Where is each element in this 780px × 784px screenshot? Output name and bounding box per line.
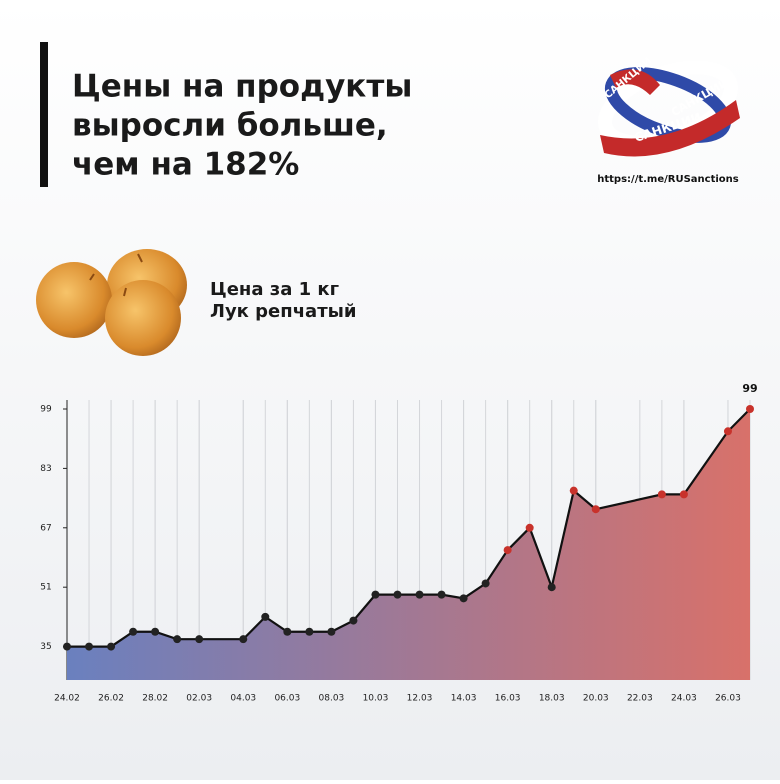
x-tick-label: 02.03 — [186, 694, 212, 704]
point — [746, 405, 754, 413]
point — [481, 579, 490, 588]
x-tick-label: 06.03 — [274, 694, 300, 704]
point — [679, 490, 688, 499]
area — [67, 409, 750, 680]
product-name: Лук репчатый — [210, 301, 357, 322]
onion-image — [36, 249, 187, 356]
title-line: чем на 182% — [72, 147, 299, 183]
point — [591, 505, 600, 514]
title-line: Цены на продукты — [72, 69, 412, 105]
y-tick-label: 83 — [40, 464, 51, 474]
y-tick-label: 99 — [40, 405, 52, 415]
point — [195, 635, 204, 644]
point — [305, 627, 314, 636]
point — [393, 590, 402, 599]
point — [459, 594, 468, 603]
price-label: Цена за 1 кг — [210, 279, 339, 300]
x-tick-label: 12.03 — [407, 694, 433, 704]
point — [107, 642, 116, 651]
x-tick-label: 22.03 — [627, 694, 653, 704]
point — [283, 627, 292, 636]
x-tick-label: 20.03 — [583, 694, 609, 704]
point — [349, 616, 358, 625]
point — [437, 590, 446, 599]
point — [173, 635, 182, 644]
line — [67, 408, 751, 648]
point — [415, 590, 424, 599]
x-tick-label: 18.03 — [539, 694, 565, 704]
x-tick-label: 04.03 — [230, 694, 256, 704]
point — [503, 546, 512, 555]
x-tick-label: 16.03 — [495, 694, 521, 704]
value-label: 99 — [742, 382, 757, 395]
point — [239, 635, 248, 644]
point — [327, 627, 336, 636]
point — [569, 486, 578, 495]
accent-bar — [40, 42, 48, 187]
point — [151, 627, 160, 636]
y-tick-label: 35 — [40, 642, 51, 652]
x-tick-label: 10.03 — [363, 694, 389, 704]
x-tick-label: 24.03 — [671, 694, 697, 704]
point — [261, 612, 270, 621]
title-line: выросли больше, — [72, 108, 388, 144]
x-tick-label: 26.03 — [715, 694, 741, 704]
y-tick-label: 51 — [40, 583, 51, 593]
point — [657, 490, 666, 499]
point — [129, 627, 138, 636]
point — [547, 583, 556, 592]
point — [525, 523, 534, 532]
y-tick-label: 67 — [40, 523, 51, 533]
point — [371, 590, 380, 599]
url: https://t.me/RUSanctions — [597, 174, 739, 185]
x-tick-label: 14.03 — [451, 694, 477, 704]
x-tick-label: 26.02 — [98, 694, 124, 704]
x-tick-label: 24.02 — [54, 694, 80, 704]
x-tick-label: 28.02 — [142, 694, 168, 704]
point — [723, 427, 732, 436]
chart: 24.02 26.02 28.02 02.03 04.03 06.03 08.03 10.03… — [40, 382, 757, 704]
point — [63, 642, 71, 651]
point — [85, 642, 94, 651]
x-tick-label: 08.03 — [319, 694, 345, 704]
